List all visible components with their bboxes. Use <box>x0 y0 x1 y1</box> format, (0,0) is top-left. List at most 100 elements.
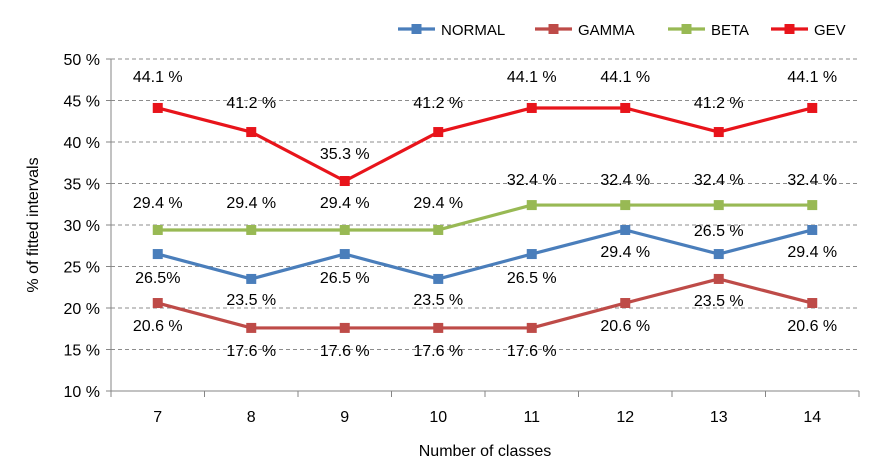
y-tick-label: 20 % <box>64 301 100 318</box>
marker-normal <box>713 249 724 260</box>
series-line-gamma <box>157 277 813 330</box>
series-line-beta <box>157 203 813 232</box>
data-label-beta: 32.4 % <box>787 172 837 189</box>
y-tick-label: 35 % <box>64 177 100 194</box>
data-label-normal: 29.4 % <box>600 244 650 261</box>
data-label-normal: 26.5% <box>135 270 180 287</box>
x-tick-label: 14 <box>803 409 821 426</box>
marker-beta <box>807 200 818 211</box>
y-tick-label: 40 % <box>64 135 100 152</box>
series-line-normal <box>157 228 813 281</box>
data-label-gamma: 20.6 % <box>787 318 837 335</box>
data-label-gev: 41.2 % <box>226 95 276 112</box>
marker-beta <box>620 200 631 211</box>
data-label-gamma: 17.6 % <box>507 343 557 360</box>
marker-normal <box>433 273 444 284</box>
marker-gamma <box>339 322 350 333</box>
data-label-beta: 32.4 % <box>600 172 650 189</box>
legend: NORMAL GAMMA BETA GEV <box>398 22 846 39</box>
legend-swatch-marker <box>411 24 422 34</box>
data-label-gev: 35.3 % <box>320 146 370 163</box>
marker-beta <box>152 224 163 235</box>
y-tick-label: 50 % <box>64 52 100 69</box>
y-tick-labels: 10 % 15 % 20 % 25 % 30 % 35 % 40 % 45 % 50 % <box>64 52 100 401</box>
data-label-normal: 26.5 % <box>320 270 370 287</box>
y-tick-label: 10 % <box>64 384 100 401</box>
x-tick-labels: 7 8 9 10 11 12 13 14 <box>153 409 821 426</box>
marker-beta <box>433 224 444 235</box>
data-label-gev: 41.2 % <box>694 95 744 112</box>
data-label-normal: 26.5 % <box>507 270 557 287</box>
marker-gamma <box>526 322 537 333</box>
data-label-beta: 29.4 % <box>413 195 463 212</box>
x-tick-label: 11 <box>523 409 540 426</box>
marker-beta <box>339 224 350 235</box>
data-labels: 26.5% 23.5 % 26.5 % 23.5 % 26.5 % 29.4 % 26.5 … <box>133 69 837 360</box>
marker-gev <box>152 102 163 113</box>
data-label-beta: 29.4 % <box>226 195 276 212</box>
x-axis-title: Number of classes <box>419 443 552 460</box>
gridlines <box>111 58 859 350</box>
data-label-normal: 23.5 % <box>226 292 276 309</box>
marker-gev <box>620 102 631 113</box>
x-tick-label: 10 <box>429 409 447 426</box>
data-label-beta: 32.4 % <box>694 172 744 189</box>
data-label-normal: 23.5 % <box>413 292 463 309</box>
marker-normal <box>339 249 350 260</box>
marker-normal <box>526 249 537 260</box>
marker-beta <box>246 224 257 235</box>
legend-item-gev: GEV <box>771 22 846 39</box>
marker-normal <box>807 224 818 235</box>
marker-gev <box>807 102 818 113</box>
y-tick-label: 25 % <box>64 260 100 277</box>
x-tick-label: 8 <box>247 409 256 426</box>
x-tick-label: 12 <box>616 409 634 426</box>
series-line-gev <box>157 106 813 183</box>
legend-item-normal: NORMAL <box>398 22 505 39</box>
data-label-gamma: 17.6 % <box>226 343 276 360</box>
x-tick-label: 9 <box>340 409 349 426</box>
data-label-beta: 32.4 % <box>507 172 557 189</box>
legend-label: GAMMA <box>578 22 635 39</box>
legend-label: NORMAL <box>441 22 505 39</box>
marker-gev <box>713 127 724 138</box>
data-label-gev: 41.2 % <box>413 95 463 112</box>
data-label-gamma: 17.6 % <box>320 343 370 360</box>
legend-swatch-marker <box>548 24 559 34</box>
marker-gamma <box>713 273 724 284</box>
legend-item-gamma: GAMMA <box>535 22 635 39</box>
y-tick-label: 45 % <box>64 94 100 111</box>
marker-gev <box>339 176 350 187</box>
data-label-gev: 44.1 % <box>600 69 650 86</box>
data-label-beta: 29.4 % <box>133 195 183 212</box>
data-label-gamma: 17.6 % <box>413 343 463 360</box>
y-tick-label: 15 % <box>64 343 100 360</box>
marker-normal <box>246 273 257 284</box>
y-axis-title: % of fitted intervals <box>25 157 42 292</box>
x-tick-label: 13 <box>710 409 728 426</box>
legend-label: BETA <box>711 22 749 39</box>
data-label-gamma: 20.6 % <box>133 318 183 335</box>
data-label-gev: 44.1 % <box>507 69 557 86</box>
data-label-gamma: 23.5 % <box>694 293 744 310</box>
series-lines <box>152 102 818 333</box>
legend-item-beta: BETA <box>668 22 749 39</box>
axes <box>106 58 860 397</box>
marker-gamma <box>620 298 631 309</box>
legend-swatch-marker <box>681 24 692 34</box>
marker-beta <box>526 200 537 211</box>
y-tick-label: 30 % <box>64 218 100 235</box>
marker-gev <box>526 102 537 113</box>
data-label-normal: 26.5 % <box>694 223 744 240</box>
marker-normal <box>152 249 163 260</box>
marker-gamma <box>807 298 818 309</box>
legend-swatch-marker <box>784 24 795 34</box>
marker-gamma <box>433 322 444 333</box>
data-label-gev: 44.1 % <box>787 69 837 86</box>
data-label-gev: 44.1 % <box>133 69 183 86</box>
data-label-beta: 29.4 % <box>320 195 370 212</box>
marker-gamma <box>152 298 163 309</box>
marker-gev <box>246 127 257 138</box>
marker-beta <box>713 200 724 211</box>
